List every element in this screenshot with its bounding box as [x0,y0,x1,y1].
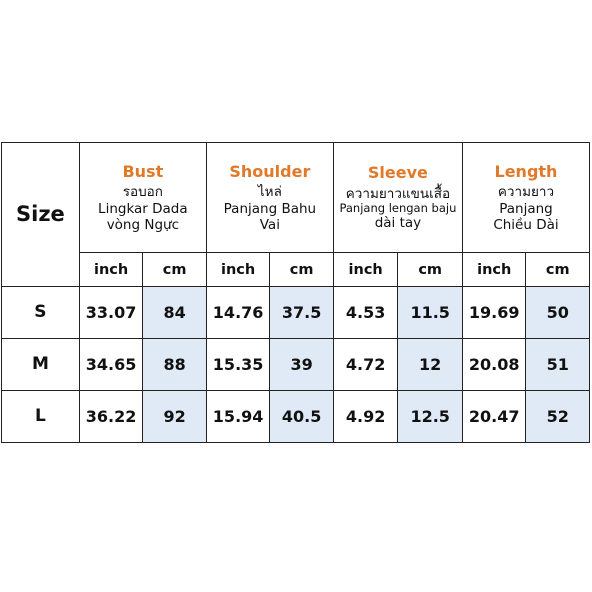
inch-cell: 14.76 [205,286,271,339]
size-header: Size [16,201,65,226]
size-label: L [35,406,46,427]
group-line-id: Panjang Bahu [223,200,317,217]
group-title-shoulder: Shoulder [229,162,311,182]
unit-cell: inch [332,252,399,287]
value: 15.94 [212,406,264,426]
group-header-shoulder: Shoulder ไหล่ Panjang Bahu Vai [205,142,334,253]
inch-cell: 33.07 [78,286,144,339]
value: 39 [290,354,313,374]
cm-cell: 88 [142,338,207,391]
group-line-th: ความยาวแขนเสื้อ [345,185,451,202]
table-row: S 33.07 84 14.76 37.5 4.53 11.5 19.69 50 [1,286,590,339]
group-title-bust: Bust [122,162,164,182]
value: 50 [546,302,569,322]
size-chart-table: Size Bust รอบอก Lingkar Dada vòng Ngực S… [1,142,591,443]
value: 20.47 [468,406,520,426]
size-label: S [34,302,47,323]
unit-cell: inch [461,252,527,287]
cm-cell: 52 [525,390,590,443]
size-header-cell: Size [1,142,80,287]
value: 84 [163,302,186,322]
value: 4.53 [345,302,386,322]
cm-cell: 37.5 [269,286,334,339]
unit-cell: cm [269,252,334,287]
group-line-th: ไหล่ [257,184,282,201]
value: 33.07 [85,302,137,322]
group-line-id: Panjang [499,200,553,217]
value: 12 [419,354,442,374]
group-header-sleeve: Sleeve ความยาวแขนเสื้อ Panjang lengan ba… [332,142,463,253]
inch-cell: 15.35 [205,338,271,391]
cm-cell: 12.5 [397,390,463,443]
cm-cell: 12 [397,338,463,391]
value: 37.5 [281,302,322,322]
size-cell: S [1,286,80,339]
group-line-id: Panjang lengan baju [339,200,457,215]
group-header-length: Length ความยาว Panjang Chiều Dài [461,142,591,253]
unit-cell: cm [525,252,590,287]
cm-cell: 39 [269,338,334,391]
group-header-bust: Bust รอบอก Lingkar Dada vòng Ngực [78,142,207,253]
value: 4.72 [345,354,386,374]
unit-label: cm [289,262,314,279]
value: 92 [163,406,186,426]
group-title-sleeve: Sleeve [367,163,428,183]
value: 15.35 [212,354,264,374]
table-row: L 36.22 92 15.94 40.5 4.92 12.5 20.47 52 [1,390,590,443]
unit-label: cm [418,262,443,279]
inch-cell: 19.69 [461,286,527,339]
inch-cell: 36.22 [78,390,144,443]
value: 36.22 [85,406,137,426]
cm-cell: 92 [142,390,207,443]
group-line-vi: Chiều Dài [493,216,559,233]
inch-cell: 4.72 [332,338,399,391]
cm-cell: 50 [525,286,590,339]
unit-label: inch [477,262,512,279]
value: 52 [546,406,569,426]
table-row: M 34.65 88 15.35 39 4.72 12 20.08 51 [1,338,590,391]
unit-label: cm [545,262,570,279]
group-line-vi: vòng Ngực [106,216,179,233]
unit-label: inch [348,262,383,279]
size-cell: L [1,390,80,443]
cm-cell: 11.5 [397,286,463,339]
inch-cell: 4.53 [332,286,399,339]
value: 51 [546,354,569,374]
value: 88 [163,354,186,374]
value: 12.5 [410,406,450,426]
value: 19.69 [468,302,520,322]
unit-cell: cm [142,252,207,287]
unit-label: cm [162,262,187,279]
value: 4.92 [345,406,386,426]
value: 11.5 [410,302,450,322]
unit-label: inch [93,262,129,279]
group-title-length: Length [494,162,558,182]
header-row: Size Bust รอบอก Lingkar Dada vòng Ngực S… [1,142,591,287]
group-line-vi: dài tay [374,215,422,232]
value: 20.08 [468,354,520,374]
unit-row: inch cm inch cm inch cm inch cm [2,252,590,287]
unit-cell: inch [78,252,144,287]
size-label: M [31,354,49,375]
cm-cell: 40.5 [269,390,334,443]
unit-label: inch [221,262,256,279]
inch-cell: 34.65 [78,338,144,391]
size-cell: M [1,338,80,391]
inch-cell: 20.08 [461,338,527,391]
unit-cell: inch [205,252,271,287]
cm-cell: 51 [525,338,590,391]
group-line-id: Lingkar Dada [98,200,188,217]
group-line-vi: Vai [259,216,280,233]
value: 34.65 [85,354,137,374]
group-line-th: ความยาว [497,184,555,201]
group-line-th: รอบอก [122,184,163,201]
value: 14.76 [212,302,264,322]
cm-cell: 84 [142,286,207,339]
unit-cell: cm [397,252,463,287]
inch-cell: 20.47 [461,390,527,443]
inch-cell: 4.92 [332,390,399,443]
inch-cell: 15.94 [205,390,271,443]
value: 40.5 [281,406,322,426]
